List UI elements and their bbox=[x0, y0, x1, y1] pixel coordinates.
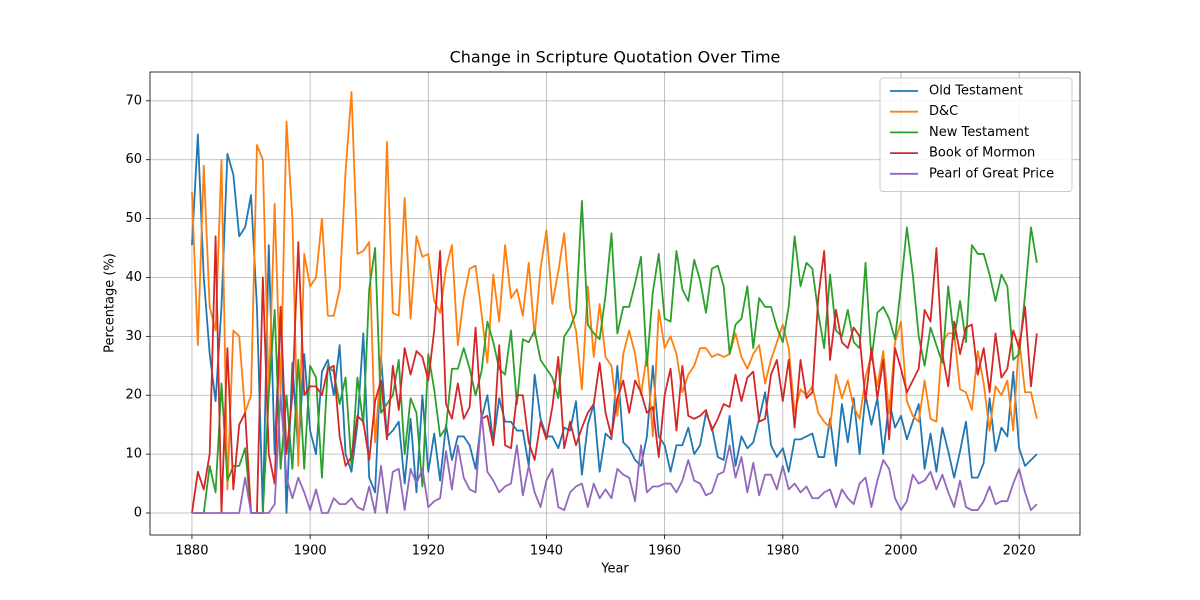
chart-title: Change in Scripture Quotation Over Time bbox=[450, 48, 781, 67]
legend-label: D&C bbox=[929, 104, 958, 119]
plot-lines bbox=[191, 91, 1038, 514]
x-tick-label: 1980 bbox=[766, 544, 799, 559]
x-tick-label: 1940 bbox=[530, 544, 563, 559]
y-tick-label: 40 bbox=[125, 270, 142, 285]
series-line bbox=[191, 235, 1038, 514]
series-line bbox=[191, 91, 1038, 491]
legend-label: New Testament bbox=[929, 125, 1029, 140]
x-axis-label: Year bbox=[600, 562, 629, 577]
series-line bbox=[191, 394, 1038, 514]
legend-label: Book of Mormon bbox=[929, 146, 1035, 161]
x-tick-label: 1880 bbox=[175, 544, 208, 559]
x-tick-label: 2000 bbox=[884, 544, 917, 559]
plot-frame bbox=[149, 71, 1081, 536]
x-tick-label: 2020 bbox=[1003, 544, 1036, 559]
x-tick-label: 1920 bbox=[412, 544, 445, 559]
y-axis-label: Percentage (%) bbox=[103, 253, 118, 353]
legend-box bbox=[879, 77, 1073, 192]
y-tick-label: 10 bbox=[125, 447, 142, 462]
y-tick-label: 30 bbox=[125, 329, 142, 344]
x-tick-label: 1960 bbox=[648, 544, 681, 559]
x-tick-label: 1900 bbox=[294, 544, 327, 559]
legend-label: Old Testament bbox=[929, 84, 1023, 99]
y-tick-label: 50 bbox=[125, 211, 142, 226]
y-tick-label: 20 bbox=[125, 388, 142, 403]
legend: Old Testament D&C New Testament Book of Mor… bbox=[879, 77, 1073, 192]
legend-label: Pearl of Great Price bbox=[929, 166, 1054, 181]
y-tick-label: 70 bbox=[125, 93, 142, 108]
series-line bbox=[191, 133, 1038, 514]
y-tick-label: 60 bbox=[125, 152, 142, 167]
series-line bbox=[191, 200, 1038, 514]
y-tick-label: 0 bbox=[134, 505, 142, 520]
